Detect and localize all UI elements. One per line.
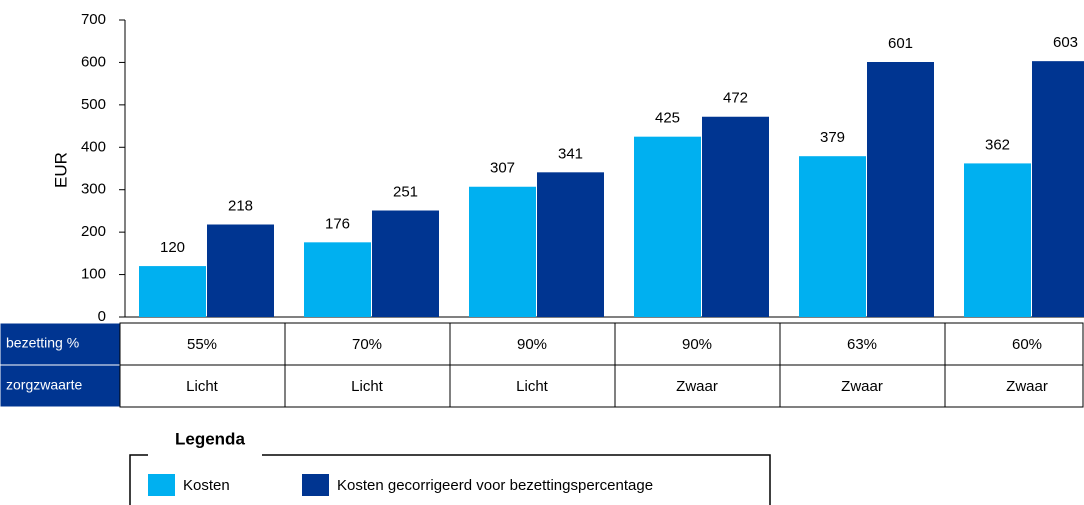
value-label: 425 [655,110,680,127]
bar [469,186,536,317]
table-cell-text: Licht [351,378,384,395]
bar [634,136,701,317]
table-cell-text: 70% [352,336,382,353]
value-label: 251 [393,183,418,200]
row-header: bezetting % [6,335,79,351]
y-axis-label: EUR [51,152,70,188]
bar [207,224,274,317]
legend-swatch [148,474,175,496]
bar [702,116,769,317]
bar [372,210,439,317]
y-tick-label: 300 [81,181,106,198]
table-cell-text: 60% [1012,336,1042,353]
legend-box [129,454,771,505]
value-label: 601 [888,35,913,52]
bar [867,62,934,317]
bar [964,163,1031,317]
table-cell-text: Licht [186,378,219,395]
y-tick-label: 600 [81,53,106,70]
bar [304,242,371,317]
y-tick-label: 100 [81,266,106,283]
bar [139,266,206,317]
table-cell-text: 63% [847,336,877,353]
row-header: zorgzwaarte [6,377,82,393]
value-label: 176 [325,215,350,232]
table-cell [944,364,1084,408]
value-label: 120 [160,239,185,256]
value-label: 341 [558,145,583,162]
value-label: 603 [1053,34,1078,51]
table-cell-text: 90% [682,336,712,353]
y-tick-label: 400 [81,138,106,155]
table-cell-text: Zwaar [676,378,718,395]
value-label: 218 [228,197,253,214]
bar [799,156,866,317]
table-cell-text: 90% [517,336,547,353]
table-cell-text: 55% [187,336,217,353]
y-tick-label: 700 [81,11,106,28]
bar [537,172,604,317]
legend-title: Legenda [175,429,245,448]
row-header-cell [0,364,121,408]
table-cell-text: Licht [516,378,549,395]
y-tick-label: 200 [81,223,106,240]
value-label: 472 [723,90,748,107]
value-label: 379 [820,129,845,146]
bar [1032,61,1084,317]
y-tick-label: 500 [81,96,106,113]
y-tick-label: 0 [98,308,106,325]
table-cell-text: Zwaar [1006,378,1048,395]
row-header-cell [0,322,121,366]
table-cell-text: Zwaar [841,378,883,395]
value-label: 362 [985,136,1010,153]
legend-swatch [302,474,329,496]
legend-label: Kosten [183,477,230,494]
legend-label: Kosten gecorrigeerd voor bezettingsperce… [337,477,653,494]
value-label: 307 [490,160,515,177]
